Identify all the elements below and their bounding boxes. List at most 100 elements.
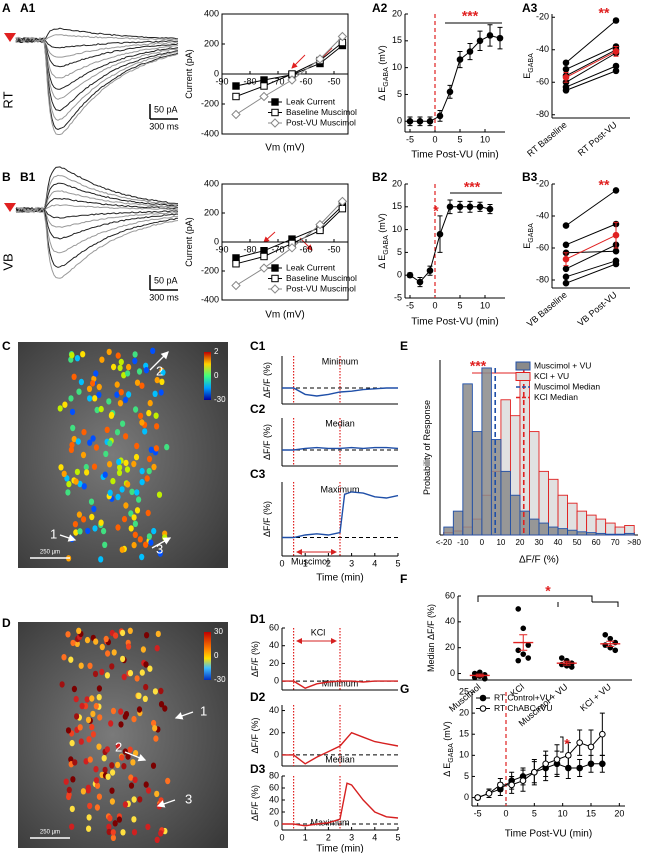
cell	[94, 406, 100, 414]
cell	[152, 725, 158, 732]
cell	[139, 382, 145, 389]
cell	[89, 723, 95, 731]
cell	[89, 513, 95, 521]
cell	[104, 746, 110, 753]
x-tick-label: 1	[303, 558, 308, 568]
point	[599, 760, 606, 768]
label-part: Current (pA)	[184, 217, 194, 267]
cell	[142, 695, 148, 702]
cell	[96, 383, 102, 391]
cell	[84, 469, 90, 476]
cell	[132, 357, 138, 365]
cell	[91, 505, 97, 513]
cell	[69, 823, 75, 830]
point	[271, 264, 279, 272]
cell	[99, 356, 105, 363]
panel-label: E	[400, 339, 408, 353]
legend-label: Muscimol Median	[534, 381, 600, 391]
cell	[150, 762, 157, 769]
x-tick-label: -10	[457, 538, 469, 547]
cell-arrow	[151, 537, 172, 549]
cell	[133, 406, 139, 413]
point	[612, 647, 619, 654]
cell	[121, 515, 128, 523]
series-line	[565, 234, 617, 260]
cell	[165, 777, 171, 785]
y-tick-label: 20	[269, 727, 279, 737]
x-tick-label: 5	[395, 832, 400, 842]
cell	[102, 541, 108, 548]
y-axis-label: Probability of Response	[422, 400, 432, 495]
bar	[605, 522, 616, 536]
point	[315, 54, 325, 64]
label-part: (mV)	[377, 213, 387, 235]
trace	[15, 37, 179, 130]
y-tick-label: 20	[445, 642, 455, 652]
cell	[147, 665, 153, 672]
cell	[93, 638, 99, 645]
cell	[107, 461, 113, 468]
cell	[158, 830, 164, 837]
y-tick-label: -60	[536, 77, 549, 87]
point	[287, 243, 297, 253]
y-tick-label: 60	[269, 782, 279, 792]
cell	[99, 643, 105, 651]
scale-label: 300 ms	[149, 292, 179, 302]
point	[436, 112, 444, 120]
cell	[125, 481, 131, 488]
point	[520, 651, 527, 657]
cell	[104, 672, 110, 679]
cell-label: 1	[200, 703, 207, 718]
point	[562, 222, 570, 229]
panel-label: D3	[250, 762, 266, 776]
cell	[120, 829, 126, 836]
cell	[101, 527, 107, 535]
cell	[66, 480, 72, 488]
cell	[131, 829, 138, 836]
y-axis-label: Δ EGABA (mV)	[442, 721, 455, 776]
bar	[586, 532, 597, 536]
cell	[127, 669, 134, 677]
colorbar-label: ΔF/F (%)	[230, 360, 239, 392]
cell	[74, 468, 80, 476]
cell	[65, 631, 71, 638]
cell	[157, 550, 163, 557]
colorbar-tick: 0	[214, 651, 219, 660]
y-axis-label: ΔF/F (%)	[250, 785, 260, 821]
x-tick-label: 0	[279, 832, 284, 842]
x-tick-label: RT Post-VU	[576, 120, 619, 158]
cell	[80, 351, 86, 358]
y-tick-label: 0	[397, 116, 402, 126]
bar	[614, 533, 626, 536]
cell	[73, 529, 79, 536]
cell	[71, 435, 77, 443]
label-part: GABA	[528, 53, 535, 73]
cell	[94, 804, 100, 811]
x-tick-label: 10	[480, 134, 490, 144]
series-line	[282, 680, 398, 689]
series-line	[565, 260, 617, 278]
legend-swatch	[515, 361, 531, 371]
point	[260, 252, 268, 261]
label-part: Δ E	[442, 763, 452, 777]
scale-label: 250 µm	[40, 830, 60, 836]
trace	[15, 37, 179, 58]
point	[486, 32, 494, 39]
series-line	[565, 244, 617, 270]
callout-arrow	[263, 231, 276, 243]
point	[232, 260, 240, 268]
cell	[128, 782, 135, 789]
cell	[106, 398, 112, 405]
cell	[84, 696, 90, 703]
cell	[158, 389, 164, 396]
cell	[145, 823, 151, 831]
x-tick-label: >80	[627, 538, 641, 547]
x-tick-label: 40	[554, 538, 563, 547]
bar	[595, 532, 607, 536]
point	[416, 278, 424, 286]
cell	[121, 673, 127, 681]
point	[406, 117, 414, 125]
cell	[74, 640, 80, 647]
series-line	[565, 189, 617, 227]
x-tick-label: -5	[406, 300, 414, 310]
